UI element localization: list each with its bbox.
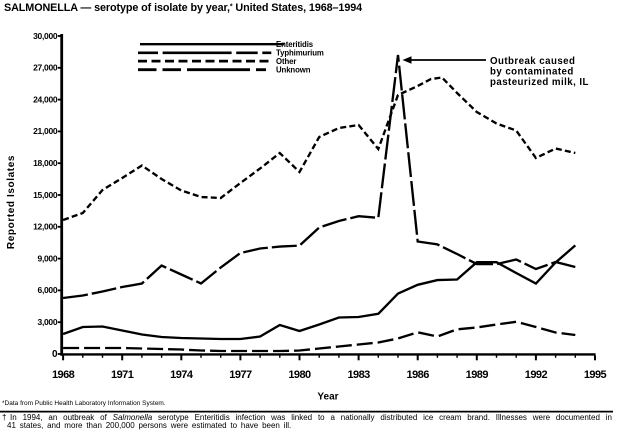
svg-text:1992: 1992 [525,369,548,381]
svg-text:18,000: 18,000 [33,158,58,168]
svg-text:Outbreak caused: Outbreak caused [490,56,575,67]
svg-text:12,000: 12,000 [33,222,58,232]
svg-text:9,000: 9,000 [38,253,58,263]
svg-text:Typhimurium: Typhimurium [276,49,324,58]
svg-text:1986: 1986 [407,369,430,381]
svg-text:by contaminated: by contaminated [490,67,574,78]
svg-text:Reported Isolates: Reported Isolates [6,155,17,249]
svg-text:pasteurized milk, IL: pasteurized milk, IL [490,77,589,88]
svg-text:*Data from Public Health Labo: *Data from Public Health Laboratory Info… [2,400,166,407]
svg-text:SALMONELLA — serotype of isola: SALMONELLA — serotype of isolate by year… [4,2,362,14]
svg-text:1983: 1983 [347,369,370,381]
svg-text:1974: 1974 [170,369,194,381]
svg-text:30,000: 30,000 [33,31,58,41]
svg-text:15,000: 15,000 [33,190,58,200]
svg-text:1980: 1980 [288,369,311,381]
svg-text:1977: 1977 [229,369,252,381]
svg-text:24,000: 24,000 [33,94,58,104]
svg-text:1968: 1968 [52,369,75,381]
svg-text:Unknown: Unknown [276,65,311,74]
svg-text:Other: Other [276,57,296,66]
svg-text:27,000: 27,000 [33,63,58,73]
svg-text:1971: 1971 [111,369,134,381]
svg-text:21,000: 21,000 [33,126,58,136]
svg-text:Year: Year [317,392,338,403]
svg-text:1995: 1995 [584,369,607,381]
svg-text:Enteritidis: Enteritidis [276,40,314,49]
svg-text:0: 0 [52,349,58,360]
svg-text:6,000: 6,000 [38,285,58,295]
svg-text:1989: 1989 [466,369,489,381]
svg-text:3,000: 3,000 [38,317,58,327]
